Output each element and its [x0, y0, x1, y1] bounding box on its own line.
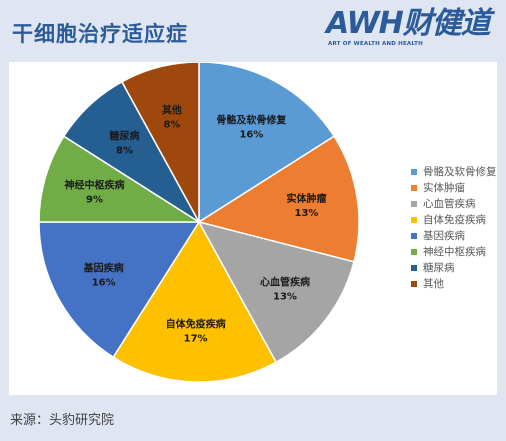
- slice-label-6: 糖尿病: [110, 130, 140, 143]
- pie-slice-7: [120, 62, 200, 223]
- slice-value-3: 17%: [184, 334, 208, 345]
- slice-label-2: 心血管疾病: [260, 276, 310, 289]
- legend-swatch-5: [411, 249, 417, 255]
- slice-label-1: 实体肿瘤: [286, 192, 326, 205]
- pie-slice-0: [198, 62, 336, 224]
- legend-label-3: 自体免疫疾病: [423, 214, 486, 226]
- legend-item-6: 糖尿病: [411, 260, 497, 276]
- legend-label-0: 骨骼及软骨修复: [423, 166, 497, 178]
- slice-label-7: 其他: [162, 104, 182, 117]
- legend-label-4: 基因疾病: [423, 230, 465, 242]
- slice-value-5: 9%: [86, 195, 103, 206]
- slice-value-0: 16%: [239, 130, 263, 141]
- slice-value-4: 16%: [92, 277, 116, 288]
- page-title: 干细胞治疗适应症: [12, 22, 188, 46]
- slice-value-2: 13%: [273, 292, 297, 303]
- legend-swatch-6: [411, 265, 417, 271]
- legend-item-2: 心血管疾病: [411, 196, 497, 212]
- legend-label-1: 实体肿瘤: [423, 182, 465, 194]
- legend-swatch-4: [411, 233, 417, 239]
- slice-label-5: 神经中枢疾病: [65, 179, 125, 192]
- legend-label-6: 糖尿病: [423, 262, 455, 274]
- legend-label-5: 神经中枢疾病: [423, 246, 486, 258]
- pie-slice-4: [38, 221, 201, 359]
- legend-label-2: 心血管疾病: [423, 198, 476, 210]
- pie-chart: 骨骼及软骨修复 16% 实体肿瘤 13% 心血管疾病 13% 自体免疫疾病 17% 基因疾病 16…: [38, 62, 360, 383]
- legend-swatch-1: [411, 185, 417, 191]
- slice-value-1: 13%: [294, 208, 318, 219]
- slice-value-7: 8%: [163, 120, 180, 131]
- legend-swatch-0: [411, 169, 417, 175]
- slice-label-3: 自体免疫疾病: [166, 318, 226, 331]
- pie-slice-5: [38, 135, 202, 223]
- chart-legend: 骨骼及软骨修复 实体肿瘤心血管疾病自体免疫疾病 基因疾病神经中枢疾病 糖尿病其他: [411, 164, 497, 292]
- legend-swatch-3: [411, 217, 417, 223]
- pie-slice-3: [112, 220, 278, 383]
- logo: AWH财健道 ART OF WEALTH AND HEALTH: [326, 8, 502, 52]
- chart-panel: 骨骼及软骨修复 16% 实体肿瘤 13% 心血管疾病 13% 自体免疫疾病 17% 基因疾病 16…: [9, 62, 497, 395]
- slice-label-4: 基因疾病: [83, 261, 124, 274]
- slice-value-6: 8%: [116, 146, 133, 157]
- header: 干细胞治疗适应症 AWH财健道 ART OF WEALTH AND HEALTH: [0, 0, 506, 58]
- pie-slice-1: [197, 135, 360, 263]
- legend-item-3: 自体免疫疾病: [411, 212, 497, 228]
- legend-item-7: 其他: [411, 276, 497, 292]
- source-note: 来源：头豹研究院: [10, 413, 115, 428]
- legend-item-5: 神经中枢疾病: [411, 244, 497, 260]
- legend-swatch-2: [411, 201, 417, 207]
- legend-label-7: 其他: [423, 278, 444, 290]
- legend-item-4: 基因疾病: [411, 228, 497, 244]
- logo-text: AWH财健道: [326, 6, 491, 41]
- legend-swatch-7: [411, 281, 417, 287]
- logo-subtitle: ART OF WEALTH AND HEALTH: [328, 41, 423, 47]
- slice-label-0: 骨骼及软骨修复: [216, 114, 287, 127]
- pie-slice-2: [197, 220, 355, 364]
- legend-item-1: 实体肿瘤: [411, 180, 497, 196]
- legend-item-0: 骨骼及软骨修复: [411, 164, 497, 180]
